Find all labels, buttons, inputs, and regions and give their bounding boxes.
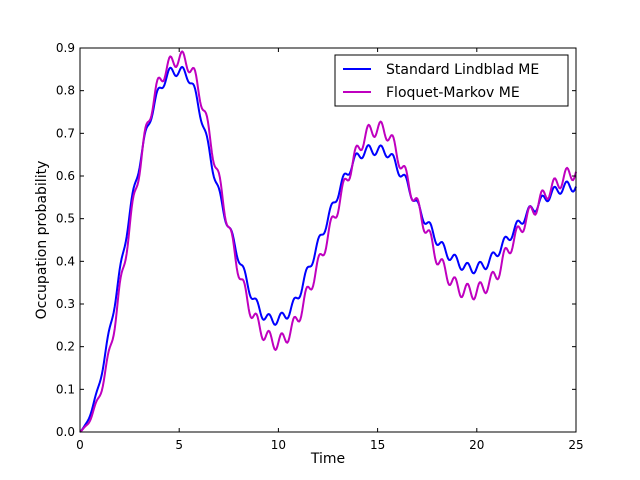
y-tick-label: 0.2 <box>56 340 75 354</box>
x-tick-label: 20 <box>469 438 484 452</box>
y-tick-label: 0.0 <box>56 425 75 439</box>
ticks-layer: 0 5 10 15 20 25 0.0 0.1 0.2 0.3 0.4 0.5 0.6 0.7 0.8 0.9 <box>56 41 584 452</box>
x-axis-label: Time <box>310 451 345 467</box>
y-tick-label: 0.6 <box>56 169 75 183</box>
y-tick-label: 0.5 <box>56 212 75 226</box>
series-line-standard-lindblad-me <box>79 65 577 433</box>
legend-label-floquet-markov: Floquet-Markov ME <box>386 85 520 101</box>
x-tick-label: 15 <box>370 438 385 452</box>
y-tick-label: 0.9 <box>56 41 75 55</box>
y-tick-label: 0.1 <box>56 382 75 396</box>
series-line-floquet-markov-me <box>79 50 577 433</box>
legend-label-standard-lindblad: Standard Lindblad ME <box>386 62 539 78</box>
x-tick-label: 25 <box>568 438 583 452</box>
legend: Standard Lindblad ME Floquet-Markov ME <box>334 54 569 107</box>
x-tick-label: 5 <box>175 438 183 452</box>
x-tick-label: 0 <box>76 438 84 452</box>
y-tick-label: 0.4 <box>56 254 75 268</box>
y-tick-label: 0.7 <box>56 126 75 140</box>
series-layer <box>79 50 577 433</box>
x-tick-label: 10 <box>271 438 286 452</box>
y-tick-label: 0.8 <box>56 84 75 98</box>
y-axis-label: Occupation probability <box>34 161 50 320</box>
y-tick-label: 0.3 <box>56 297 75 311</box>
legend-box <box>334 54 569 107</box>
plot-frame <box>79 47 577 433</box>
